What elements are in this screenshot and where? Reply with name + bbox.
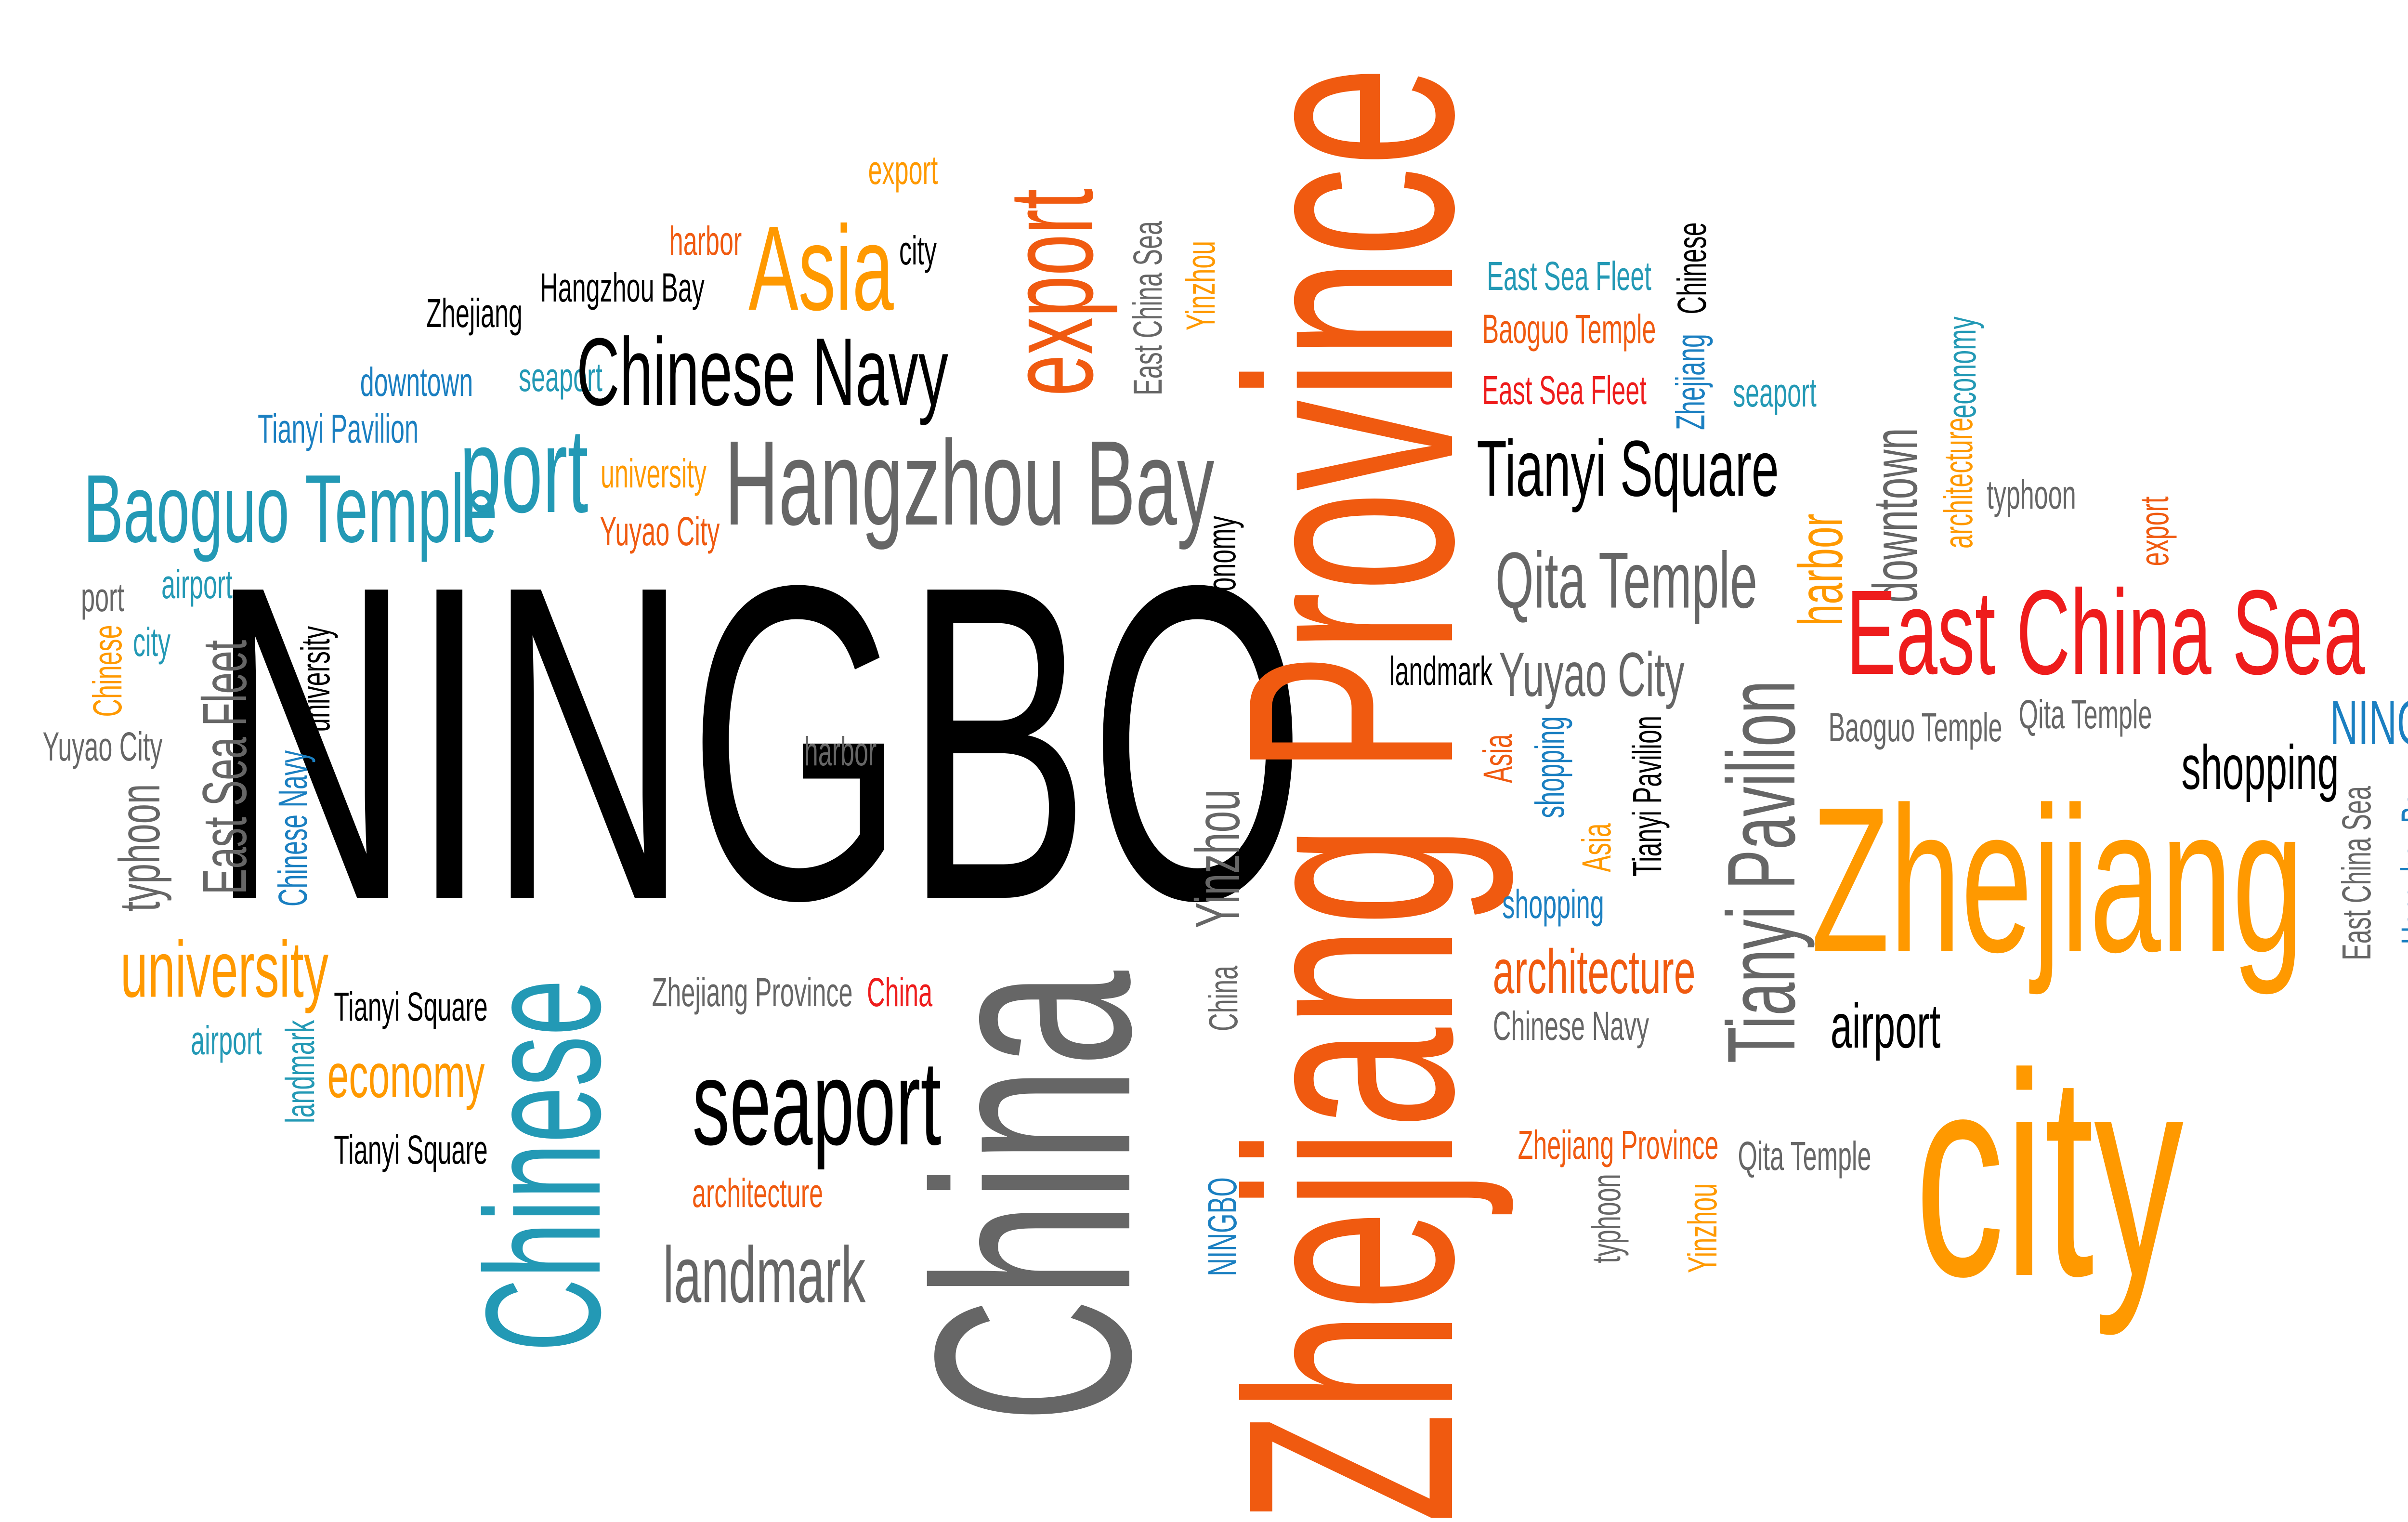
word-hangzhou-bay-big: Hangzhou Bay — [724, 416, 1215, 550]
word-tianyi-square-big: Tianyi Square — [1477, 424, 1779, 513]
word-city-big: city — [1915, 1014, 2184, 1337]
word-architecture-r: architecture — [1492, 936, 1696, 1007]
word-export-big: export — [983, 188, 1118, 396]
word-yinzhou-v: Yinzhou — [1680, 1183, 1725, 1273]
word-east-sea-fleet-r2: East Sea Fleet — [1482, 367, 1647, 413]
word-seaport: seaport — [519, 354, 602, 400]
word-chinese-big: Chinese — [452, 979, 635, 1352]
word-qita-temple-big: Qita Temple — [1495, 536, 1757, 625]
word-yinzhou-top: Yinzhou — [1178, 240, 1223, 331]
word-airport: airport — [161, 562, 233, 607]
word-landmark: landmark — [277, 1020, 323, 1124]
word-city: city — [899, 228, 937, 273]
word-shopping: shopping — [1502, 881, 1604, 927]
word-seaport-big: seaport — [692, 1036, 942, 1170]
word-east-china-sea-v: East China Sea — [1125, 221, 1170, 395]
word-asia-v1: Asia — [1475, 734, 1520, 783]
word-ningbo-small: NINGBO — [2330, 687, 2408, 758]
word-downtown: downtown — [360, 359, 473, 405]
word-university-big: university — [120, 925, 329, 1014]
word-chinese-navy-v: Chinese Navy — [270, 750, 315, 907]
word-tianyi-pavilion-v: Tianyi Pavilion — [1624, 716, 1670, 877]
word-yuyao-city-left: Yuyao City — [42, 724, 163, 769]
word-architecture: architecture — [692, 1170, 824, 1216]
word-chinese-navy-r: Chinese Navy — [1492, 1003, 1649, 1049]
word-chinese-r: Chinese — [1669, 222, 1714, 315]
word-yuyao-city-r: Yuyao City — [1499, 639, 1685, 709]
word-port: port — [459, 403, 589, 538]
word-harbor-v: harbor — [1785, 513, 1856, 626]
word-baoguo-temple-r2: Baoguo Temple — [1828, 705, 2002, 750]
word-tianyi-square-2: Tianyi Square — [334, 1127, 488, 1172]
word-chinese-navy: Chinese Navy — [576, 318, 948, 426]
word-zhejiang-big: Zhejiang — [1811, 764, 2304, 996]
word-tianyi-pavilion-big: Tianyi Pavilion — [1708, 680, 1815, 1063]
word-zhejiang-r: Zhejiang — [1668, 334, 1713, 430]
word-shopping-v: shopping — [1527, 716, 1572, 818]
word-east-china-sea-big: East China Sea — [1846, 565, 2365, 699]
word-university-v: university — [293, 626, 338, 732]
word-export: export — [868, 147, 938, 193]
word-economy-v: economy — [1939, 316, 1984, 419]
word-economy-left: economy — [327, 1040, 485, 1111]
word-typhoon: typhoon — [107, 784, 172, 912]
word-chinese-small: Chinese — [85, 625, 130, 717]
word-yuyao-city: Yuyao City — [600, 509, 720, 554]
word-east-sea-fleet: East Sea Fleet — [189, 640, 260, 895]
word-asia-v2: Asia — [1574, 823, 1619, 872]
word-export-v: export — [2132, 496, 2177, 566]
word-harbor: harbor — [669, 218, 742, 263]
word-seaport-r: seaport — [1733, 370, 1817, 415]
word-landmark-big: landmark — [663, 1230, 866, 1319]
word-china-small: China — [866, 970, 933, 1015]
word-ningbo-main: NINGBO — [210, 493, 1306, 993]
word-zhejiang-province-r: Zhejiang Province — [1518, 1122, 1719, 1168]
word-east-china-sea-v2: East China Sea — [2334, 786, 2379, 960]
word-east-sea-fleet-r1: East Sea Fleet — [1487, 253, 1651, 299]
word-university: university — [601, 451, 707, 496]
word-architecture-v: architecture — [1936, 417, 1981, 549]
word-baoguo-temple: Baoguo Temple — [83, 455, 497, 563]
word-shopping-r: shopping — [2181, 732, 2339, 802]
word-zhejiang-province-main: Zhejiang Province — [1187, 66, 1515, 1522]
word-port-small: port — [81, 575, 124, 620]
word-qita-temple-r2: Qita Temple — [2018, 692, 2152, 737]
word-typhoon-v: typhoon — [1584, 1174, 1629, 1263]
word-airport-r: airport — [1830, 991, 1941, 1061]
word-qita-temple: Qita Temple — [1738, 1133, 1871, 1179]
word-china-big: China — [877, 971, 1189, 1423]
word-landmark-r: landmark — [1389, 648, 1493, 694]
word-tianyi-square: Tianyi Square — [334, 984, 488, 1029]
word-hangzhou-bay: Hangzhou Bay — [540, 265, 705, 310]
word-zhejiang-province-s: Zhejiang Province — [652, 970, 853, 1015]
word-city-small: city — [132, 619, 171, 665]
word-hangzhou-bay-v: Hangzhou Bay — [2393, 780, 2408, 945]
word-typhoon-r: typhoon — [1987, 472, 2076, 517]
word-zhejiang: Zhejiang — [426, 290, 523, 336]
word-tianyi-pavilion: Tianyi Pavilion — [258, 406, 419, 451]
word-asia: Asia — [748, 201, 894, 335]
word-baoguo-temple-r: Baoguo Temple — [1482, 306, 1656, 352]
word-airport-left: airport — [191, 1018, 262, 1063]
word-harbor-mid: harbor — [804, 729, 877, 774]
